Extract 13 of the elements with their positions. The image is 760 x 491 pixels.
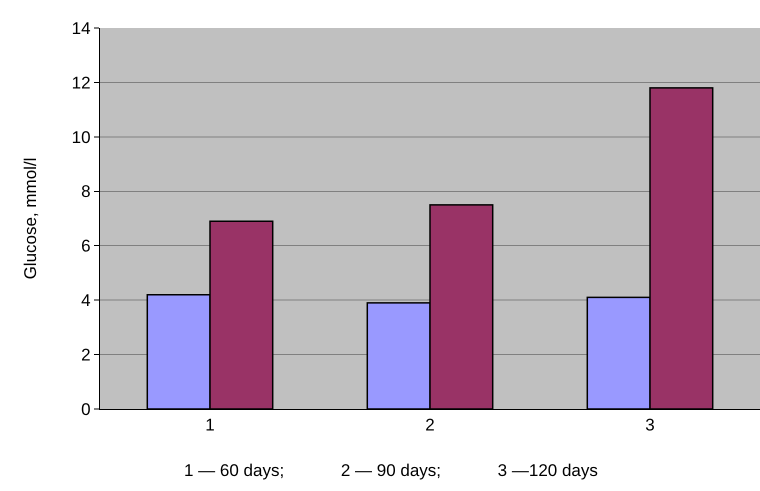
- y-tick-label: 8: [81, 182, 91, 202]
- y-tick-label: 12: [72, 73, 91, 92]
- y-tick-label: 14: [72, 18, 91, 38]
- y-tick-label: 2: [81, 346, 91, 365]
- y-tick-label: 0: [81, 400, 91, 419]
- y-tick-label: 4: [81, 291, 91, 310]
- text: 1 — 60 days; 2 — 90 days; 3 —120 days: [184, 461, 598, 480]
- y-tick-label: 6: [81, 236, 91, 256]
- y-tick-label: 10: [72, 128, 91, 147]
- x-tick-label: 3: [645, 415, 655, 434]
- x-tick-label: 2: [425, 415, 435, 434]
- y-axis-title: Glucose, mmol/l: [21, 158, 40, 280]
- x-tick-label: 1: [205, 415, 215, 434]
